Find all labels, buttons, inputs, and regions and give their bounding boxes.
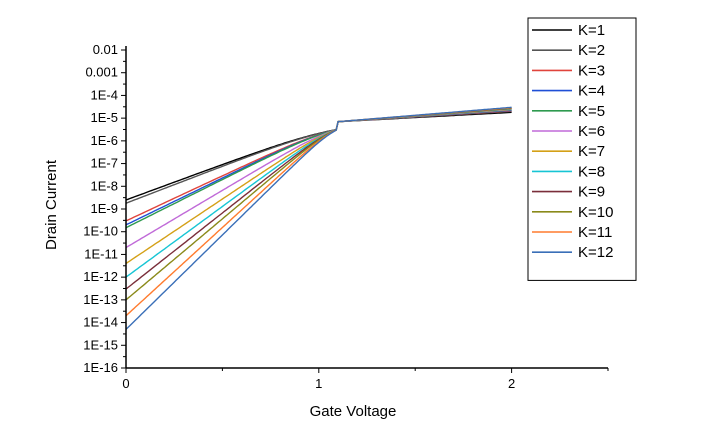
legend-label: K=8 <box>578 163 605 180</box>
legend-label: K=5 <box>578 103 605 120</box>
legend-label: K=9 <box>578 184 605 201</box>
series-line-k7 <box>125 108 512 265</box>
legend-label: K=3 <box>578 62 605 79</box>
y-tick-label: 1E-9 <box>91 201 118 216</box>
y-tick-label: 1E-8 <box>91 178 118 193</box>
legend-label: K=7 <box>578 143 605 160</box>
y-tick-label: 1E-5 <box>91 110 118 125</box>
axes: 1E-16 1E-15 1E-14 1E-13 1E-12 1E-11 1E-10 1E-9 1… <box>83 42 609 391</box>
series-line-k3 <box>125 110 512 222</box>
y-tick-label: 1E-10 <box>83 224 118 239</box>
legend-label: K=1 <box>578 22 605 39</box>
legend: K=1 K=2 K=3 K=4 K=5 K=6 K=7 K=8 K=9 K=10 K=11 K=12 <box>527 17 637 281</box>
legend-label: K=11 <box>578 224 612 241</box>
series-line-k12 <box>125 106 512 330</box>
y-tick-label: 0.001 <box>85 65 118 80</box>
legend-box <box>527 17 637 281</box>
x-tick-label: 0 <box>122 376 129 391</box>
x-axis-label: Gate Voltage <box>310 403 397 420</box>
series-line-k5 <box>125 109 512 229</box>
y-tick-label: 1E-14 <box>83 315 118 330</box>
y-tick-label: 1E-12 <box>83 269 118 284</box>
y-tick-label: 0.01 <box>93 42 118 57</box>
series-line-k1 <box>125 111 512 201</box>
legend-label: K=10 <box>578 204 613 221</box>
series-line-k2 <box>125 110 512 204</box>
y-tick-label: 1E-6 <box>91 133 118 148</box>
legend-label: K=4 <box>578 83 605 100</box>
y-tick-label: 1E-16 <box>83 360 118 375</box>
y-tick-label: 1E-7 <box>91 156 118 171</box>
series-line-k4 <box>125 109 512 226</box>
y-tick-label: 1E-15 <box>83 337 118 352</box>
legend-label: K=2 <box>578 42 605 59</box>
x-tick-label: 2 <box>508 376 515 391</box>
y-tick-label: 1E-4 <box>91 87 118 102</box>
x-tick-label: 1 <box>315 376 322 391</box>
legend-label: K=12 <box>578 244 613 261</box>
y-tick-label: 1E-11 <box>84 246 118 261</box>
plot-area <box>125 106 512 330</box>
y-tick-label: 1E-13 <box>83 292 118 307</box>
legend-label: K=6 <box>578 123 605 140</box>
y-axis-label: Drain Current <box>43 159 60 250</box>
